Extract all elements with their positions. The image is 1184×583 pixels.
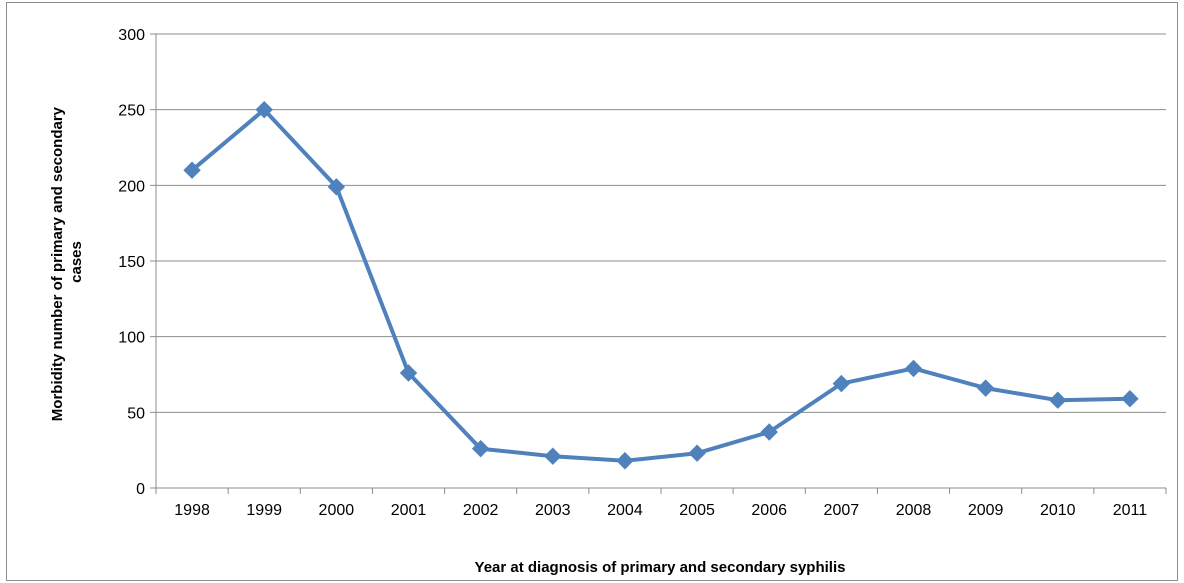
data-point-2004: [616, 452, 634, 470]
series-line: [190, 107, 1132, 463]
x-tick-label: 2009: [968, 502, 1004, 519]
y-tick-label: 0: [136, 481, 145, 498]
chart-frame: [6, 2, 1178, 581]
data-point-2009: [976, 379, 995, 397]
x-tick-label: 1999: [246, 502, 282, 519]
x-axis-title: Year at diagnosis of primary and seconda…: [475, 559, 846, 576]
data-point-2000: [327, 178, 346, 196]
x-tick-label: 2006: [751, 502, 787, 519]
y-tick-labels: 0 50 100 150 200 250 300: [118, 27, 145, 498]
x-tick-label: 2005: [679, 502, 715, 519]
x-tick-label: 2002: [463, 502, 499, 519]
x-tick-label: 2003: [535, 502, 571, 519]
data-point-1998: [183, 161, 201, 179]
y-axis-title: Morbidity number of primary and secondar…: [49, 103, 85, 421]
x-tick-label: 2008: [896, 502, 932, 519]
data-point-2006: [760, 423, 778, 441]
x-tick-label: 2000: [319, 502, 355, 519]
x-tick-label: 1998: [174, 502, 210, 519]
data-point-2005: [688, 444, 706, 462]
y-tick-label: 100: [118, 330, 145, 347]
axes: [150, 33, 1167, 494]
data-point-2001: [399, 364, 418, 382]
y-tick-label: 300: [118, 27, 145, 44]
y-tick-label: 50: [127, 405, 145, 422]
data-point-2002: [471, 439, 490, 458]
data-point-2008: [904, 359, 923, 378]
x-tick-label: 2007: [824, 502, 860, 519]
gridlines: [156, 33, 1166, 413]
series-line-layer: [190, 107, 1132, 463]
y-axis-title-line-2: cases: [68, 241, 85, 283]
x-tick-label: 2001: [391, 502, 427, 519]
data-point-2003: [544, 447, 562, 465]
data-point-2011: [1121, 390, 1139, 408]
x-tick-label: 2010: [1040, 502, 1076, 519]
y-axis-title-line-1: Morbidity number of primary and secondar…: [49, 106, 66, 421]
y-tick-label: 250: [118, 103, 145, 120]
data-point-2007: [832, 374, 851, 393]
data-point-1999: [255, 100, 273, 119]
x-tick-label: 2011: [1113, 502, 1148, 519]
data-point-2010: [1049, 391, 1067, 409]
y-tick-label: 150: [118, 254, 145, 271]
x-tick-labels: 1998 1999 2000 2001 2002 2003 2004 2005 2006 2007…: [174, 502, 1147, 519]
x-tick-label: 2004: [607, 502, 643, 519]
data-points: [183, 100, 1139, 470]
y-tick-label: 200: [118, 178, 145, 195]
